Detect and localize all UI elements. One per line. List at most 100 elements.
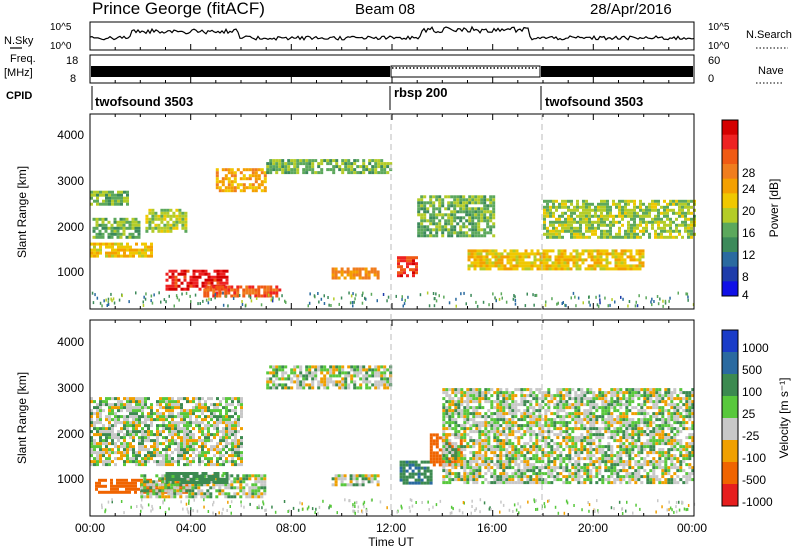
velocity-cell-r8: [442, 457, 446, 461]
velocity-cell-r4: [371, 368, 375, 372]
power-cell-r10: [471, 207, 475, 211]
power-noise-cell: [386, 299, 388, 303]
power-cell-r11: [476, 261, 480, 265]
power-cell-r10: [450, 225, 454, 229]
power-noise-cell: [651, 297, 653, 301]
power-cell-r7: [323, 159, 327, 163]
freq-label-line2: [MHz]: [4, 67, 33, 79]
velocity-cell-r8: [511, 415, 515, 419]
power-cell-r10: [477, 231, 481, 235]
velocity-cell-r4: [326, 380, 330, 384]
velocity-cell-r4: [383, 371, 387, 375]
velocity-cell-r5: [370, 474, 374, 478]
power-cell-r2: [104, 217, 108, 221]
velocity-cell-r6: [408, 466, 412, 470]
velocity-cell-r8: [460, 436, 464, 440]
velocity-cell-r0: [237, 442, 240, 446]
velocity-cell-r8: [448, 397, 452, 401]
velocity-cell-r8: [445, 394, 449, 398]
power-cell-r11: [629, 249, 633, 253]
velocity-cell-r0: [162, 397, 165, 401]
velocity-cell-r0: [141, 463, 144, 467]
velocity-cell-r8: [550, 454, 554, 458]
velocity-cell-r8: [466, 442, 470, 446]
power-cell-r11: [509, 264, 513, 268]
velocity-cell-r8: [454, 463, 458, 467]
velocity-cell-r0: [162, 436, 165, 440]
power-cell-r7: [290, 162, 294, 166]
power-cell-r3: [178, 211, 182, 215]
velocity-cell-r8: [505, 466, 509, 470]
velocity-cell-r0: [141, 457, 144, 461]
power-cell-r7: [350, 165, 354, 169]
power-cell-r10: [450, 231, 454, 235]
velocity-cell-r2: [194, 495, 198, 499]
power-cell-r12: [594, 205, 597, 209]
power-cell-r2: [134, 217, 138, 221]
power-noise-cell: [435, 292, 437, 296]
power-cell-r11: [587, 252, 591, 256]
power-cell-r10: [462, 210, 466, 214]
velocity-cell-r8: [514, 388, 518, 392]
power-cell-r2: [116, 220, 120, 224]
power-cell-r10: [465, 219, 469, 223]
velocity-cell-r0: [198, 439, 201, 443]
power-cell-r2: [122, 232, 126, 236]
velocity-cell-r2: [215, 489, 219, 493]
velocity-cell-r6: [429, 469, 433, 473]
power-noise-cell: [197, 302, 199, 306]
velocity-cell-r0: [156, 442, 159, 446]
power-cell-r11: [560, 249, 564, 253]
velocity-cell-r4: [335, 365, 339, 369]
power-cell-r11: [482, 264, 486, 268]
power-cell-r6: [257, 168, 261, 172]
velocity-cell-r8: [442, 412, 446, 416]
velocity-cell-r0: [183, 445, 186, 449]
velocity-cell-r4: [308, 365, 312, 369]
velocity-cell-r8: [517, 469, 521, 473]
velocity-cell-r8: [454, 445, 458, 449]
power-cell-r10: [432, 222, 436, 226]
velocity-cell-r8: [535, 397, 539, 401]
velocity-cell-r8: [448, 481, 452, 485]
velocity-cell-r0: [174, 427, 177, 431]
velocity-cell-r0: [234, 406, 237, 410]
power-cell-r6: [224, 186, 228, 190]
velocity-cell-r0: [105, 448, 108, 452]
velocity-cell-r0: [234, 460, 237, 464]
power-cell-r4: [174, 281, 178, 285]
power-cell-r1: [126, 254, 129, 258]
velocity-cell-r8: [559, 400, 563, 404]
power-cell-r12: [621, 217, 624, 221]
power-cell-r12: [639, 235, 642, 239]
power-cell-r7: [284, 168, 288, 172]
velocity-cell-r0: [129, 457, 132, 461]
velocity-cell-r0: [186, 439, 189, 443]
velocity-cell-r7: [432, 457, 436, 461]
velocity-cell-r0: [141, 406, 144, 410]
power-cell-r11: [638, 264, 642, 268]
velocity-cell-r8: [472, 454, 476, 458]
velocity-cell-r4: [386, 383, 390, 387]
velocity-cell-r2: [245, 492, 249, 496]
velocity-cell-r1: [119, 481, 122, 485]
velocity-cell-r0: [183, 463, 186, 467]
velocity-cell-r8: [505, 481, 509, 485]
velocity-cell-r0: [93, 427, 96, 431]
velocity-cell-r8: [493, 448, 497, 452]
velocity-cell-r8: [478, 469, 482, 473]
velocity-cell-r0: [108, 430, 111, 434]
velocity-cell-r8: [481, 454, 485, 458]
power-cell-r10: [474, 216, 478, 220]
velocity-cell-r0: [222, 436, 225, 440]
velocity-cell-r8: [568, 454, 572, 458]
velocity-cell-r2: [224, 495, 228, 499]
power-cell-r2: [110, 223, 114, 227]
velocity-cell-r8: [496, 427, 500, 431]
velocity-cell-r8: [475, 406, 479, 410]
velocity-cell-r0: [216, 397, 219, 401]
power-cell-r11: [608, 261, 612, 265]
velocity-cell-r3: [165, 481, 169, 484]
velocity-cell-r4: [317, 383, 321, 387]
power-cell-r11: [485, 249, 489, 253]
